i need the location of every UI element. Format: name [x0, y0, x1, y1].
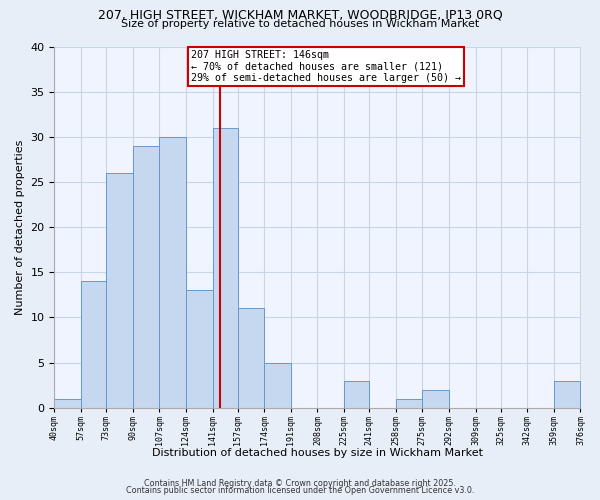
- Bar: [422, 390, 449, 408]
- Text: Size of property relative to detached houses in Wickham Market: Size of property relative to detached ho…: [121, 19, 479, 29]
- Text: 207 HIGH STREET: 146sqm
← 70% of detached houses are smaller (121)
29% of semi-d: 207 HIGH STREET: 146sqm ← 70% of detache…: [191, 50, 461, 84]
- Bar: [212, 128, 238, 408]
- Bar: [81, 282, 106, 408]
- Bar: [55, 398, 81, 408]
- Bar: [264, 362, 291, 408]
- Bar: [106, 173, 133, 408]
- Bar: [133, 146, 160, 408]
- Bar: [160, 137, 186, 408]
- Y-axis label: Number of detached properties: Number of detached properties: [15, 140, 25, 315]
- Text: Contains public sector information licensed under the Open Government Licence v3: Contains public sector information licen…: [126, 486, 474, 495]
- Bar: [186, 290, 212, 408]
- Bar: [344, 380, 369, 408]
- Bar: [554, 380, 580, 408]
- Text: Contains HM Land Registry data © Crown copyright and database right 2025.: Contains HM Land Registry data © Crown c…: [144, 478, 456, 488]
- Text: 207, HIGH STREET, WICKHAM MARKET, WOODBRIDGE, IP13 0RQ: 207, HIGH STREET, WICKHAM MARKET, WOODBR…: [98, 9, 502, 22]
- X-axis label: Distribution of detached houses by size in Wickham Market: Distribution of detached houses by size …: [152, 448, 483, 458]
- Bar: [238, 308, 264, 408]
- Bar: [396, 398, 422, 408]
